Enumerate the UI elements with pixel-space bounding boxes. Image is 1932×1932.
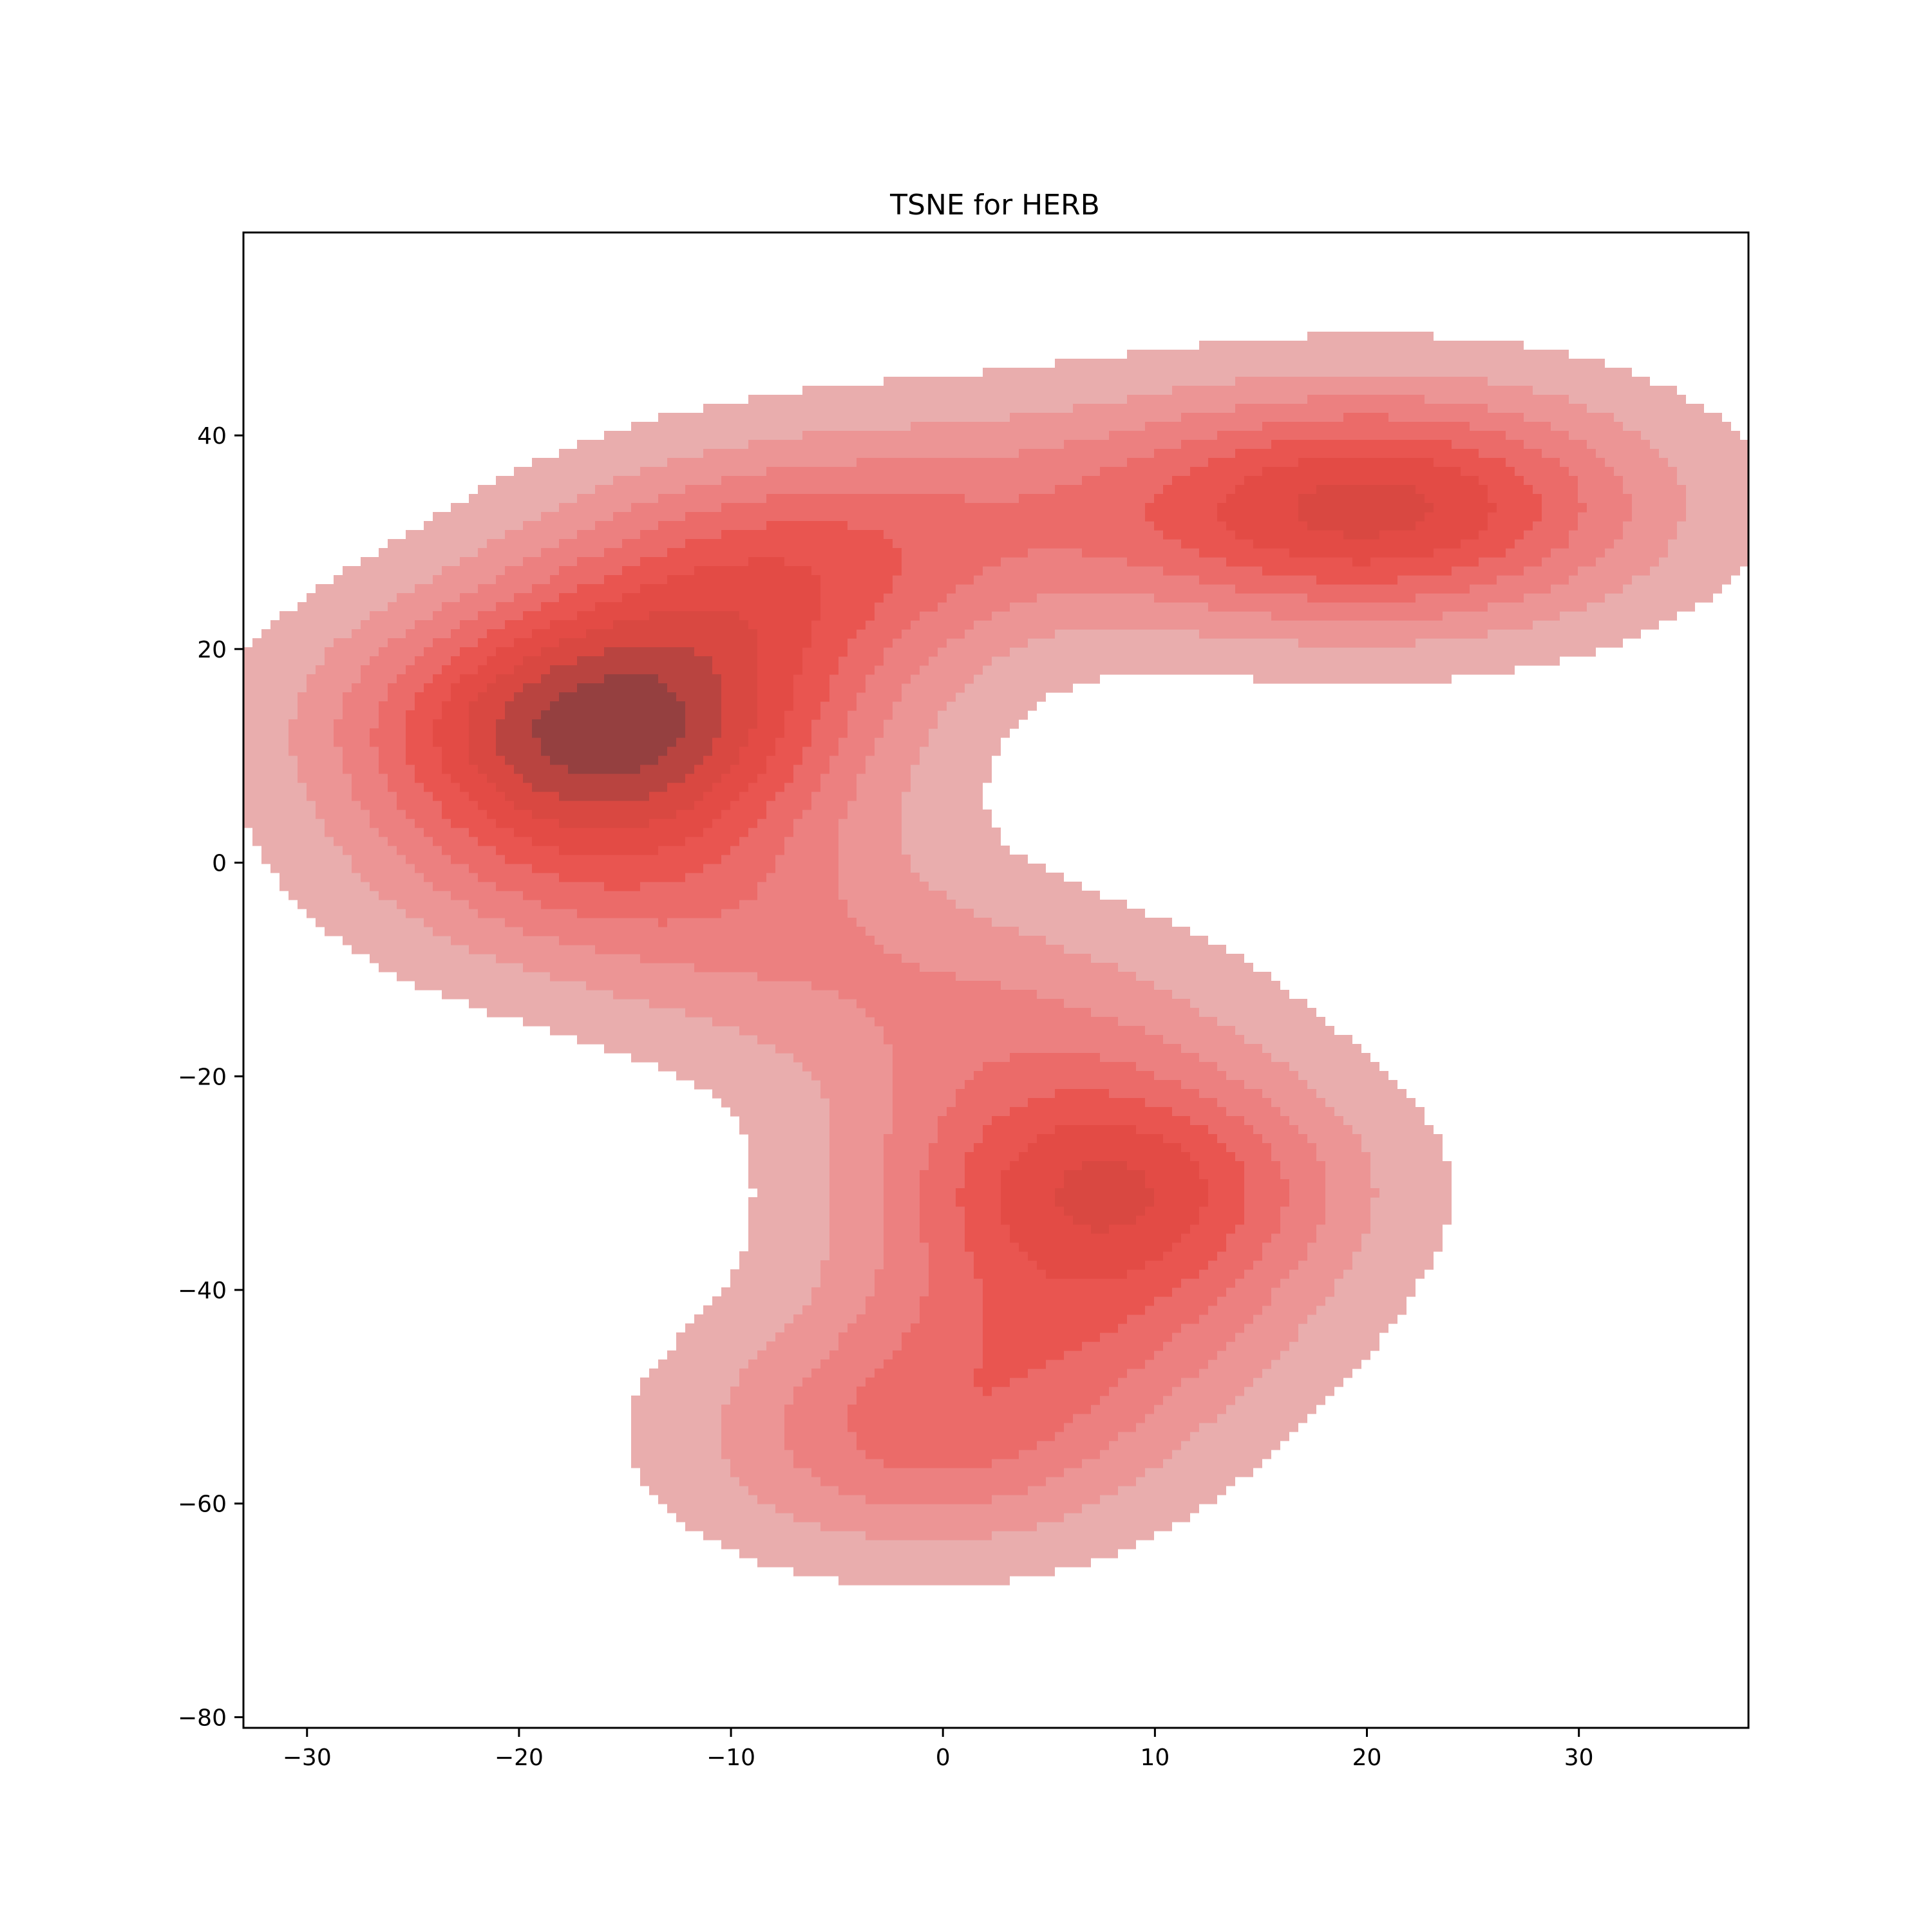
plot-frame bbox=[242, 231, 1750, 1729]
y-axis: 40 20 0 −20 −40 −60 −80 bbox=[178, 423, 243, 1731]
x-tick-label: 30 bbox=[1564, 1745, 1594, 1771]
x-tick-label: 10 bbox=[1140, 1745, 1170, 1771]
x-tick-label: −10 bbox=[706, 1745, 755, 1771]
x-tick-label: −30 bbox=[283, 1745, 332, 1771]
x-tick-label: −20 bbox=[495, 1745, 544, 1771]
y-tick-label: 20 bbox=[197, 637, 227, 663]
density-level-9 bbox=[532, 674, 685, 774]
density-band-9 bbox=[532, 674, 685, 774]
y-tick-label: −60 bbox=[178, 1492, 227, 1518]
y-tick-label: −20 bbox=[178, 1064, 227, 1090]
y-tick-label: 40 bbox=[197, 423, 227, 450]
y-tick-label: −40 bbox=[178, 1278, 227, 1304]
y-tick-label: 0 bbox=[212, 851, 227, 877]
density-layer bbox=[243, 332, 1748, 1586]
x-axis: −30 −20 −10 0 10 20 30 bbox=[283, 1728, 1594, 1771]
x-tick-label: 0 bbox=[936, 1745, 951, 1771]
chart-title: TSNE for HERB bbox=[889, 189, 1100, 222]
x-tick-label: 20 bbox=[1352, 1745, 1382, 1771]
y-tick-label: −80 bbox=[178, 1705, 227, 1731]
